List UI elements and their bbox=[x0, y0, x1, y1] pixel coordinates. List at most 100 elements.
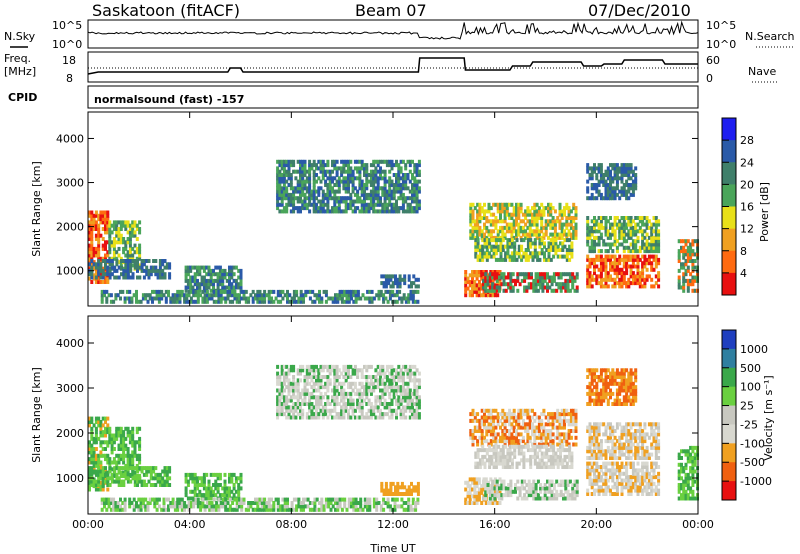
echo-cell bbox=[401, 364, 405, 369]
echo-cell bbox=[203, 504, 207, 509]
echo-cell bbox=[340, 388, 344, 393]
echo-cell bbox=[340, 173, 344, 177]
echo-cell bbox=[88, 213, 91, 218]
echo-cell bbox=[586, 254, 590, 259]
echo-cell bbox=[231, 293, 235, 298]
echo-cell bbox=[508, 222, 512, 227]
echo-cell bbox=[526, 241, 530, 246]
echo-cell bbox=[625, 271, 629, 276]
echo-cell bbox=[381, 176, 385, 181]
echo-cell bbox=[494, 222, 498, 227]
echo-cell bbox=[404, 173, 408, 177]
echo-cell bbox=[299, 408, 302, 413]
echo-cell bbox=[138, 230, 142, 235]
echo-cell bbox=[119, 223, 123, 228]
echo-cell bbox=[406, 405, 410, 410]
echo-cell bbox=[588, 173, 592, 177]
echo-cell bbox=[506, 254, 510, 259]
echo-cell bbox=[641, 264, 645, 269]
echo-cell bbox=[193, 489, 197, 494]
echo-cell bbox=[115, 268, 119, 273]
echo-cell bbox=[242, 497, 246, 502]
y-tick-label: 4000 bbox=[56, 132, 84, 145]
echo-cell bbox=[588, 281, 592, 286]
echo-cell bbox=[496, 293, 500, 298]
echo-cell bbox=[113, 268, 117, 273]
echo-cell bbox=[319, 378, 323, 383]
echo-cell bbox=[691, 249, 695, 254]
echo-cell bbox=[535, 229, 539, 234]
echo-cell bbox=[652, 267, 656, 272]
echo-cell bbox=[468, 283, 472, 288]
echo-cell bbox=[499, 206, 502, 211]
echo-cell bbox=[595, 189, 599, 194]
echo-cell bbox=[270, 289, 273, 294]
echo-cell bbox=[489, 270, 493, 274]
echo-cell bbox=[597, 281, 601, 286]
echo-cell bbox=[613, 173, 617, 177]
echo-cell bbox=[627, 219, 631, 224]
echo-cell bbox=[108, 476, 112, 481]
echo-cell bbox=[217, 289, 221, 294]
echo-cell bbox=[124, 476, 128, 481]
echo-cell bbox=[374, 405, 378, 410]
echo-cell bbox=[336, 296, 340, 301]
echo-cell bbox=[92, 276, 96, 281]
echo-cell bbox=[99, 260, 103, 265]
echo-cell bbox=[492, 202, 496, 207]
echo-cell bbox=[105, 299, 109, 304]
echo-cell bbox=[586, 281, 590, 286]
echo-cell bbox=[615, 186, 619, 191]
echo-cell bbox=[285, 378, 289, 383]
echo-cell bbox=[221, 501, 225, 505]
echo-cell bbox=[136, 469, 139, 474]
velocity-heatmap bbox=[88, 364, 699, 512]
echo-cell bbox=[398, 281, 402, 286]
echo-cell bbox=[90, 253, 94, 258]
echo-cell bbox=[480, 235, 484, 240]
echo-cell bbox=[224, 504, 228, 509]
echo-cell bbox=[571, 272, 575, 277]
echo-cell bbox=[510, 216, 514, 220]
echo-cell bbox=[374, 375, 378, 379]
echo-cell bbox=[487, 209, 491, 214]
echo-cell bbox=[163, 272, 167, 277]
echo-cell bbox=[108, 268, 112, 273]
echo-cell bbox=[566, 272, 570, 277]
echo-cell bbox=[652, 229, 656, 234]
echo-cell bbox=[126, 476, 130, 481]
echo-cell bbox=[491, 275, 495, 280]
echo-cell bbox=[183, 507, 187, 512]
echo-cell bbox=[296, 371, 300, 376]
echo-cell bbox=[263, 507, 267, 512]
colorbar-swatch bbox=[722, 118, 736, 141]
echo-cell bbox=[620, 267, 624, 272]
echo-cell bbox=[258, 497, 262, 502]
echo-cell bbox=[489, 232, 493, 237]
echo-cell bbox=[365, 364, 369, 369]
echo-cell bbox=[520, 238, 524, 243]
echo-cell bbox=[682, 288, 686, 293]
echo-cell bbox=[202, 285, 206, 290]
echo-cell bbox=[299, 192, 302, 197]
echo-cell bbox=[689, 259, 693, 263]
echo-cell bbox=[263, 289, 267, 294]
echo-cell bbox=[597, 189, 601, 194]
echo-cell bbox=[108, 469, 112, 474]
echo-cell bbox=[390, 402, 394, 406]
echo-cell bbox=[90, 223, 94, 228]
echo-cell bbox=[475, 293, 479, 298]
echo-cell bbox=[483, 232, 486, 237]
echo-cell bbox=[133, 233, 137, 238]
echo-cell bbox=[106, 259, 110, 263]
echo-cell bbox=[157, 504, 161, 509]
echo-cell bbox=[94, 233, 98, 238]
echo-cell bbox=[208, 293, 212, 298]
echo-cell bbox=[486, 288, 490, 293]
echo-cell bbox=[499, 209, 502, 214]
echo-cell bbox=[643, 229, 647, 234]
echo-cell bbox=[485, 251, 489, 256]
echo-cell bbox=[682, 285, 686, 290]
echo-cell bbox=[374, 196, 378, 201]
